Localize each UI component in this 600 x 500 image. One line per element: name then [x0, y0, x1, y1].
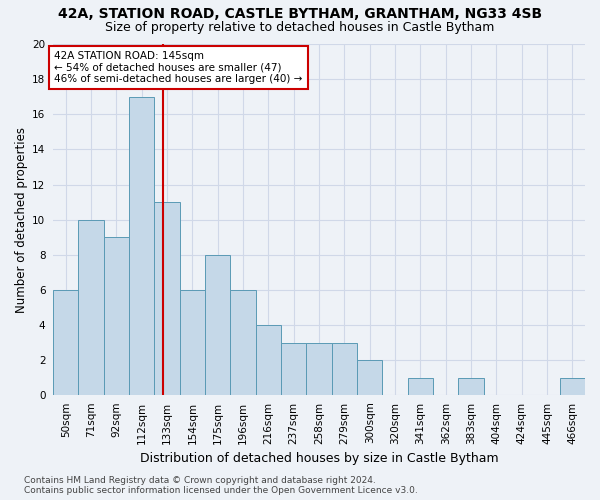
Bar [104, 237, 129, 396]
Bar [180, 290, 205, 396]
Bar [205, 255, 230, 396]
Bar [407, 378, 433, 396]
Bar [357, 360, 382, 396]
Bar [256, 325, 281, 396]
Bar [332, 342, 357, 396]
Text: Size of property relative to detached houses in Castle Bytham: Size of property relative to detached ho… [106, 21, 494, 34]
Bar [458, 378, 484, 396]
Bar [230, 290, 256, 396]
Text: 42A, STATION ROAD, CASTLE BYTHAM, GRANTHAM, NG33 4SB: 42A, STATION ROAD, CASTLE BYTHAM, GRANTH… [58, 8, 542, 22]
Bar [560, 378, 585, 396]
Text: Contains HM Land Registry data © Crown copyright and database right 2024.
Contai: Contains HM Land Registry data © Crown c… [24, 476, 418, 495]
Bar [129, 96, 154, 396]
X-axis label: Distribution of detached houses by size in Castle Bytham: Distribution of detached houses by size … [140, 452, 499, 465]
Text: 42A STATION ROAD: 145sqm
← 54% of detached houses are smaller (47)
46% of semi-d: 42A STATION ROAD: 145sqm ← 54% of detach… [55, 51, 302, 84]
Bar [281, 342, 307, 396]
Bar [53, 290, 79, 396]
Y-axis label: Number of detached properties: Number of detached properties [15, 126, 28, 312]
Bar [307, 342, 332, 396]
Bar [154, 202, 180, 396]
Bar [79, 220, 104, 396]
